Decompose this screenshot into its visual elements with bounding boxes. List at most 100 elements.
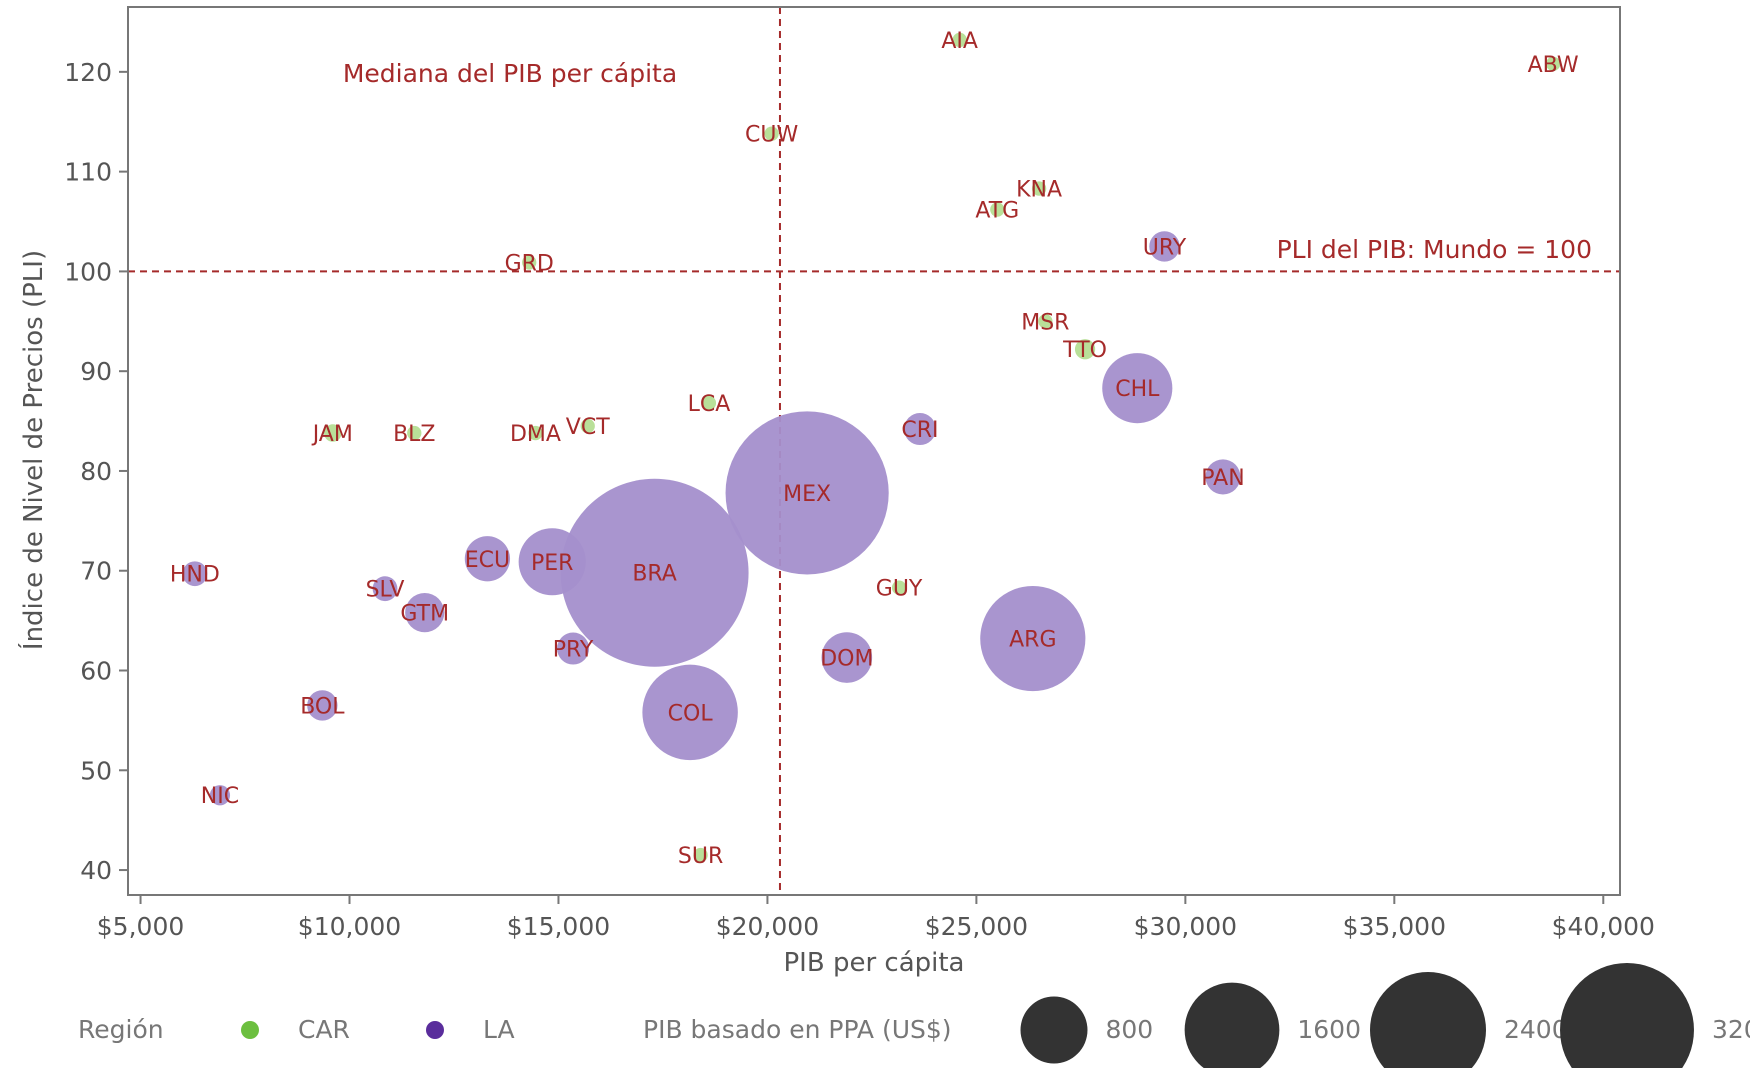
point-chl xyxy=(1102,353,1173,424)
world-pli-label: PLI del PIB: Mundo = 100 xyxy=(1277,235,1592,264)
legend-size-label: 1600 xyxy=(1297,1015,1361,1044)
point-label-kna: KNA xyxy=(1016,178,1062,203)
plot-frame xyxy=(127,6,1621,896)
point-vct xyxy=(580,418,595,434)
point-cri xyxy=(903,413,936,446)
point-label-hnd: HND xyxy=(170,563,220,588)
point-label-pan: PAN xyxy=(1201,466,1244,491)
point-label-dom: DOM xyxy=(820,647,873,672)
y-tick-label: 80 xyxy=(80,457,112,486)
point-label-grd: GRD xyxy=(505,251,554,276)
x-tick-label: $25,000 xyxy=(925,912,1028,941)
point-sur xyxy=(693,847,708,863)
point-blz xyxy=(407,425,422,441)
point-arg xyxy=(980,585,1086,692)
point-label-col: COL xyxy=(668,701,714,726)
point-label-guy: GUY xyxy=(876,577,923,602)
legend-size-label: 2400 xyxy=(1504,1015,1568,1044)
point-label-abw: ABW xyxy=(1528,53,1579,78)
point-label-msr: MSR xyxy=(1021,310,1069,335)
y-tick-label: 70 xyxy=(80,557,112,586)
x-tick-label: $10,000 xyxy=(298,912,401,941)
point-label-ury: URY xyxy=(1143,235,1187,260)
point-dma xyxy=(528,425,543,441)
point-dom xyxy=(821,632,873,683)
point-label-jam: JAM xyxy=(311,422,353,447)
y-tick-label: 110 xyxy=(64,158,112,187)
point-label-nic: NIC xyxy=(201,784,239,809)
point-label-slv: SLV xyxy=(366,578,405,603)
point-abw xyxy=(1545,56,1561,72)
point-label-cri: CRI xyxy=(901,418,938,443)
point-aia xyxy=(952,32,967,48)
legend-size-label: 3200 xyxy=(1712,1015,1750,1044)
point-tto xyxy=(1074,339,1096,360)
point-label-vct: VCT xyxy=(566,415,610,440)
point-gtm xyxy=(405,593,445,633)
point-label-bol: BOL xyxy=(300,694,345,719)
point-cuw xyxy=(764,126,779,141)
legend-size-label: 800 xyxy=(1105,1015,1153,1044)
point-atg xyxy=(990,202,1005,217)
x-tick-label: $30,000 xyxy=(1134,912,1237,941)
legend-label-la: LA xyxy=(483,1015,515,1044)
y-tick-label: 90 xyxy=(80,357,112,386)
point-per xyxy=(518,528,586,596)
y-axis-title: Índice de Nivel de Precios (PLI) xyxy=(17,250,49,650)
point-label-per: PER xyxy=(531,551,573,576)
legend: Región PIB basado en PPA (US$) CAR LA 800 1… xyxy=(78,963,1750,1068)
x-axis-title: PIB per cápita xyxy=(784,948,965,978)
point-label-blz: BLZ xyxy=(393,422,435,447)
point-label-arg: ARG xyxy=(1009,628,1056,653)
point-grd xyxy=(522,255,537,270)
point-label-cuw: CUW xyxy=(745,123,798,148)
legend-size-marker xyxy=(1560,963,1694,1068)
point-guy xyxy=(891,580,907,595)
point-label-tto: TTO xyxy=(1062,338,1107,363)
point-msr xyxy=(1038,314,1053,329)
point-ury xyxy=(1149,231,1180,262)
point-label-gtm: GTM xyxy=(400,602,449,627)
x-tick-label: $20,000 xyxy=(716,912,819,941)
point-ecu xyxy=(464,536,511,582)
legend-region-title: Región xyxy=(78,1015,164,1044)
y-tick-label: 60 xyxy=(80,657,112,686)
legend-marker-la xyxy=(426,1021,444,1039)
point-kna xyxy=(1031,181,1047,196)
x-tick-label: $5,000 xyxy=(97,912,184,941)
legend-label-car: CAR xyxy=(298,1015,350,1044)
point-label-aia: AIA xyxy=(941,29,978,54)
legend-size-marker xyxy=(1020,996,1088,1064)
point-label-dma: DMA xyxy=(510,422,561,447)
point-jam xyxy=(324,424,342,442)
median-gdp-label: Mediana del PIB per cápita xyxy=(343,59,677,88)
y-tick-label: 40 xyxy=(80,856,112,885)
legend-size-marker xyxy=(1184,982,1280,1068)
point-col xyxy=(642,664,738,761)
point-label-mex: MEX xyxy=(783,482,831,507)
point-label-pry: PRY xyxy=(553,638,594,663)
point-pry xyxy=(557,632,590,665)
data-points xyxy=(182,32,1561,863)
y-tick-label: 100 xyxy=(64,257,112,286)
legend-size-marker xyxy=(1370,972,1486,1068)
y-tick-label: 50 xyxy=(80,756,112,785)
point-mex xyxy=(725,411,889,575)
point-label-chl: CHL xyxy=(1115,377,1160,402)
point-bra xyxy=(560,478,749,667)
point-nic xyxy=(209,785,231,806)
point-label-sur: SUR xyxy=(678,844,723,869)
x-tick-label: $15,000 xyxy=(507,912,610,941)
y-tick-label: 120 xyxy=(64,58,112,87)
point-lca xyxy=(701,395,717,411)
point-label-lca: LCA xyxy=(688,392,731,417)
point-label-ecu: ECU xyxy=(465,548,510,573)
point-hnd xyxy=(182,561,208,587)
x-tick-label: $35,000 xyxy=(1343,912,1446,941)
axes: $5,000 $10,000 $15,000 $20,000 $25,000 $30,00… xyxy=(64,6,1655,941)
point-bol xyxy=(307,690,338,721)
legend-marker-car xyxy=(241,1021,259,1039)
x-tick-label: $40,000 xyxy=(1552,912,1655,941)
